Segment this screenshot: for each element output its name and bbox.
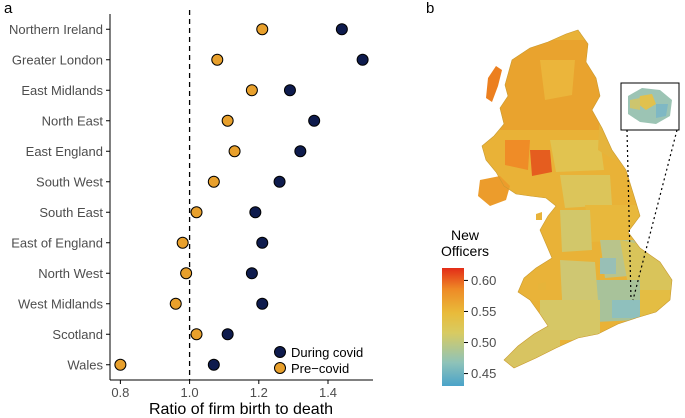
point-pre-covid <box>190 206 203 219</box>
london-inset <box>620 82 680 301</box>
point-pre-covid <box>190 328 203 341</box>
map-island-small <box>536 212 542 220</box>
series-during-covid <box>207 23 369 371</box>
point-during-covid <box>356 53 369 66</box>
legend-label-pre: Pre−covid <box>291 361 349 376</box>
point-pre-covid <box>245 84 258 97</box>
y-tick-labels: Northern Ireland Greater London East Midla… <box>9 22 110 372</box>
point-pre-covid <box>207 175 220 188</box>
legend-label-during: During covid <box>291 345 363 360</box>
legend-marker-pre <box>274 362 286 374</box>
point-during-covid <box>335 23 348 36</box>
y-tick-label: East England <box>26 144 103 159</box>
point-pre-covid <box>180 267 193 280</box>
colorbar-title-line1: New <box>451 227 480 243</box>
panel-label-a: a <box>4 0 13 17</box>
point-during-covid <box>245 267 258 280</box>
colorbar: New Officers 0.45 0.50 0.55 0.60 <box>441 227 496 386</box>
map-northern-ireland <box>478 176 510 206</box>
inset-region-c <box>630 98 640 110</box>
y-tick-label: North West <box>38 266 103 281</box>
legend-marker-during <box>274 346 286 358</box>
x-axis-label: Ratio of firm birth to death <box>149 401 333 418</box>
x-tick-label: 1.4 <box>319 385 337 400</box>
inset-pointer-right <box>632 129 678 301</box>
colorbar-ticks: 0.45 0.50 0.55 0.60 <box>464 273 496 381</box>
x-tick-label: 1.0 <box>181 385 199 400</box>
y-tick-label: South East <box>39 205 103 220</box>
map-outline <box>481 29 673 369</box>
y-tick-label: Greater London <box>12 52 103 67</box>
series-pre-covid <box>114 23 269 371</box>
point-pre-covid <box>114 358 127 371</box>
colorbar-title-line2: Officers <box>441 243 489 259</box>
map-islands-west <box>486 66 502 102</box>
y-tick-label: South West <box>36 174 103 189</box>
uk-map <box>478 29 673 369</box>
point-pre-covid <box>176 236 189 249</box>
point-during-covid <box>207 358 220 371</box>
y-tick-label: Wales <box>67 357 103 372</box>
point-during-covid <box>283 84 296 97</box>
colorbar-gradient <box>442 268 464 386</box>
point-pre-covid <box>211 53 224 66</box>
y-tick-label: Scotland <box>52 327 103 342</box>
inset-region-b <box>656 104 668 118</box>
point-during-covid <box>249 206 262 219</box>
legend: During covid Pre−covid <box>274 345 363 376</box>
y-tick-label: Northern Ireland <box>9 22 103 37</box>
y-tick-label: East of England <box>11 235 103 250</box>
colorbar-tick-label: 0.45 <box>471 366 496 381</box>
point-during-covid <box>273 175 286 188</box>
x-tick-labels: 0.8 1.0 1.2 1.4 <box>111 380 337 400</box>
colorbar-tick-label: 0.50 <box>471 335 496 350</box>
colorbar-tick-label: 0.60 <box>471 273 496 288</box>
point-during-covid <box>256 236 269 249</box>
point-during-covid <box>256 297 269 310</box>
colorbar-tick-label: 0.55 <box>471 304 496 319</box>
point-during-covid <box>308 114 321 127</box>
point-pre-covid <box>256 23 269 36</box>
point-during-covid <box>221 328 234 341</box>
inset-pointer-left <box>626 129 632 301</box>
choropleth-map: New Officers 0.45 0.50 0.55 0.60 <box>441 29 680 386</box>
x-tick-label: 0.8 <box>111 385 129 400</box>
y-tick-label: East Midlands <box>21 83 103 98</box>
map-anglesey <box>538 282 546 290</box>
point-pre-covid <box>169 297 182 310</box>
panel-label-b: b <box>426 0 434 17</box>
point-pre-covid <box>221 114 234 127</box>
point-during-covid <box>294 145 307 158</box>
y-tick-label: West Midlands <box>18 296 104 311</box>
inset-region-a <box>638 94 656 110</box>
point-pre-covid <box>228 145 241 158</box>
x-tick-label: 1.2 <box>250 385 268 400</box>
dot-plot: Northern Ireland Greater London East Midla… <box>9 10 373 418</box>
y-tick-label: North East <box>42 113 104 128</box>
